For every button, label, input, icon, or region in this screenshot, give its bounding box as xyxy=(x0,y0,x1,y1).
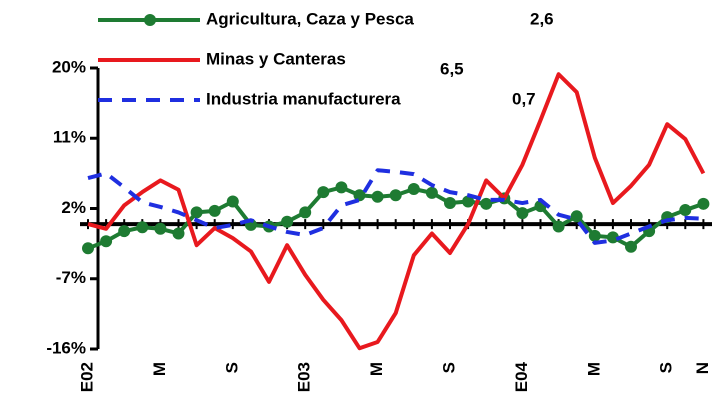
y-tick-label: 11% xyxy=(53,128,86,147)
x-tick-label: M xyxy=(150,362,169,376)
x-tick-label: S xyxy=(439,362,458,373)
series-marker xyxy=(606,231,619,244)
series-marker xyxy=(588,229,601,242)
series-marker xyxy=(208,204,221,217)
y-tick-label: 20% xyxy=(52,57,86,76)
series-marker xyxy=(570,210,583,223)
x-tick-label: E04 xyxy=(512,361,531,392)
legend-label: Minas y Canteras xyxy=(206,49,346,68)
series-marker xyxy=(444,197,456,210)
series-marker xyxy=(516,207,529,220)
series-marker xyxy=(552,220,565,233)
series-marker xyxy=(136,221,149,234)
series-marker xyxy=(281,215,294,228)
series-marker xyxy=(407,182,420,195)
series-marker xyxy=(480,197,493,210)
x-tick-label: M xyxy=(367,362,386,376)
x-tick-label: M xyxy=(584,362,603,376)
x-tick-label: S xyxy=(657,362,676,373)
series-marker xyxy=(353,189,366,202)
series-marker xyxy=(299,206,312,219)
x-tick-label: E03 xyxy=(295,362,314,392)
series-marker xyxy=(100,235,113,248)
series-marker xyxy=(190,206,203,219)
legend-note: 6,5 xyxy=(440,59,464,78)
legend-label: Industria manufacturera xyxy=(206,89,401,108)
legend-note: 2,6 xyxy=(530,9,554,28)
series-marker xyxy=(317,186,330,199)
legend-note: 0,7 xyxy=(512,89,536,108)
series-line xyxy=(87,72,706,351)
series-marker xyxy=(154,222,167,235)
x-tick-label: N xyxy=(693,362,712,374)
series-line xyxy=(87,168,704,245)
series-marker xyxy=(425,186,438,199)
series-marker xyxy=(226,195,239,208)
y-tick-label: -7% xyxy=(56,268,86,287)
legend-label: Agricultura, Caza y Pesca xyxy=(206,9,414,28)
legend-marker xyxy=(144,14,156,26)
series-marker xyxy=(625,240,637,253)
y-tick-label: -16% xyxy=(46,338,86,357)
series-marker xyxy=(462,195,475,208)
series-marker xyxy=(371,190,384,203)
x-tick-label: E02 xyxy=(77,362,96,392)
series-marker xyxy=(697,197,710,210)
x-tick-label: S xyxy=(222,362,241,373)
series-marker xyxy=(335,181,348,194)
series-marker xyxy=(118,225,131,238)
series-marker xyxy=(172,227,185,240)
series-marker xyxy=(82,242,94,255)
y-tick-label: 2% xyxy=(61,198,86,217)
series-marker xyxy=(389,189,402,202)
series-marker xyxy=(679,204,692,217)
